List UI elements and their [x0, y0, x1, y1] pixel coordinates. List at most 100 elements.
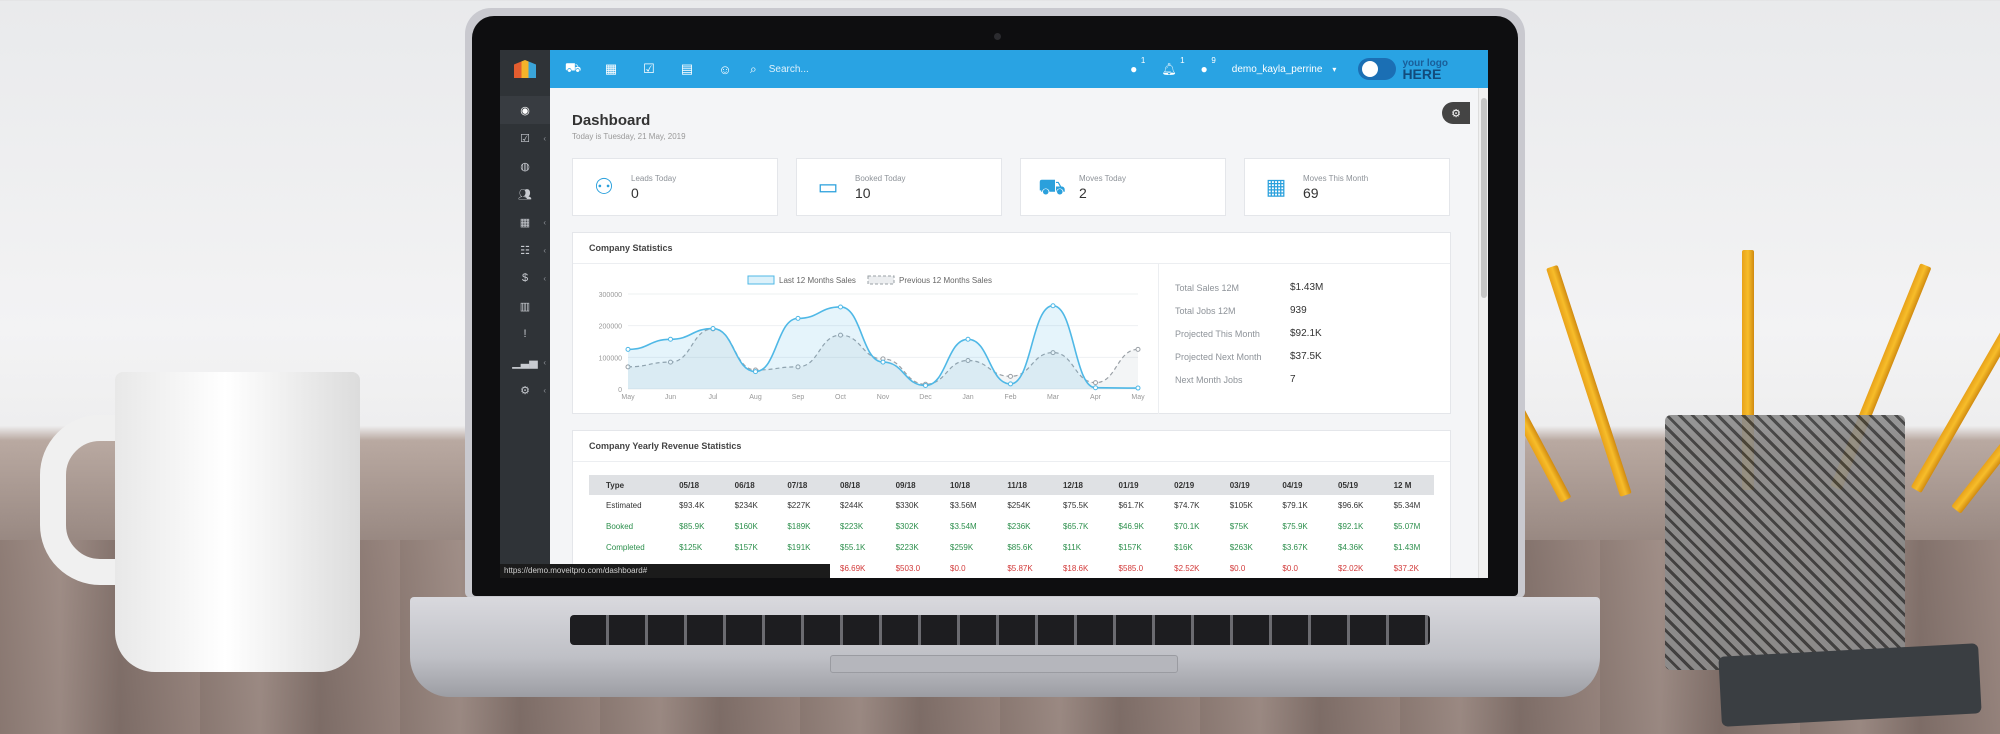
x-tick-label: Jan	[962, 394, 973, 401]
pencil	[1546, 264, 1632, 497]
table-header-cell: 05/18	[662, 475, 718, 495]
x-tick-label: Dec	[919, 394, 932, 401]
camera	[994, 33, 1001, 40]
y-tick-label: 300000	[599, 292, 622, 299]
table-cell: $244K	[840, 501, 864, 510]
table-cell: $254K	[1007, 501, 1031, 510]
sidebar-item-reports[interactable]: ▁▃▅ ‹	[500, 348, 550, 376]
sidebar-item-tasks[interactable]: ☑ ‹	[500, 124, 550, 152]
stat-card-booked[interactable]: ▭ Booked Today 10	[796, 158, 1002, 216]
table-cell: $330K	[895, 501, 919, 510]
report-icon[interactable]: ▤	[680, 61, 694, 76]
data-point	[1135, 346, 1141, 352]
scrollbar[interactable]	[1478, 88, 1488, 578]
table-body: Estimated $93.4K $234K $227K $244K $330K $3.56…	[589, 495, 1434, 578]
user-menu[interactable]: demo_kayla_perrine	[1231, 63, 1323, 75]
table-header-cell: 09/18	[878, 475, 934, 495]
x-tick-label: May	[1131, 394, 1145, 401]
truck-icon[interactable]: ⛟	[564, 60, 582, 75]
table-cell: $61.7K	[1118, 501, 1144, 510]
sidebar-item-alerts[interactable]: !	[500, 320, 550, 348]
table-cell: $2.02K	[1338, 564, 1364, 573]
data-point	[625, 364, 631, 370]
data-point	[880, 359, 886, 365]
stat-card-leads[interactable]: ⚇ Leads Today 0	[572, 158, 778, 216]
page-title: Dashboard	[572, 112, 651, 129]
checklist-icon[interactable]: ☑	[643, 61, 655, 76]
sidebar-item-team[interactable]: ☷ ‹	[500, 236, 550, 264]
divider	[573, 461, 1450, 462]
bar-chart-icon: ▁▃▅	[512, 356, 538, 369]
stat-card-moves-today[interactable]: ⛟ Moves Today 2	[1020, 158, 1226, 216]
table-cell: $6.69K	[840, 564, 866, 573]
sidebar-item-settings[interactable]: ⚙ ‹	[500, 376, 550, 404]
sidebar-item-calendar[interactable]: ▦ ‹	[500, 208, 550, 236]
stat-label: Booked Today	[855, 173, 906, 183]
x-tick-label: Apr	[1090, 394, 1102, 401]
table-cell: $85.6K	[1007, 543, 1033, 552]
data-point	[923, 383, 928, 389]
data-point	[1008, 381, 1013, 387]
gear-icon: ⚙	[1451, 107, 1461, 120]
x-tick-label: Feb	[1004, 394, 1016, 401]
stat-row-value: $37.5K	[1290, 351, 1322, 362]
revenue-panel: Company Yearly Revenue Statistics Type 05…	[572, 430, 1451, 578]
people-network-icon: ⚇	[594, 174, 614, 199]
calendar-icon: ▦	[519, 216, 531, 229]
sales-chart: 300000 200000 100000 0 May Jun Jul Aug Sep Oct Nov…	[573, 264, 1158, 414]
table-cell: $263K	[1229, 543, 1253, 552]
table-cell: $585.0	[1118, 564, 1144, 573]
brand-logo[interactable]	[500, 50, 550, 88]
coffee-mug	[115, 372, 360, 672]
add-user-icon[interactable]: ☺	[718, 61, 732, 77]
accounts-icon[interactable]: ● 1	[1130, 56, 1146, 76]
alerts-badge: 9	[1211, 56, 1216, 65]
table-row: $6.69K $503.0 $0.0 $5.87K $18.6K $585.0 $2.52K…	[589, 558, 1434, 578]
pencil-cup	[1665, 415, 1905, 670]
stat-row-label: Projected This Month	[1175, 328, 1260, 339]
sidebar-item-dashboard[interactable]: ◉	[500, 96, 550, 124]
settings-toggle[interactable]: ⚙	[1442, 102, 1470, 124]
stat-card-moves-month[interactable]: ▦ Moves This Month 69	[1244, 158, 1450, 216]
logo-line1: your logo	[1402, 58, 1448, 69]
search-box[interactable]: ⌕ Search...	[750, 62, 809, 77]
notifications-badge: 1	[1180, 56, 1185, 65]
table-row: Estimated $93.4K $234K $227K $244K $330K $3.56…	[589, 495, 1434, 516]
table-header-cell: 06/18	[717, 475, 771, 495]
stat-label: Leads Today	[631, 173, 677, 183]
table-cell: $0.0	[950, 564, 966, 573]
table-cell: $18.6K	[1062, 564, 1089, 573]
table-header-cell: 11/18	[990, 475, 1046, 495]
x-tick-label: Aug	[749, 394, 762, 401]
table-cell: $157K	[1118, 543, 1142, 552]
sidebar-item-profile[interactable]: ◍	[500, 152, 550, 180]
stat-row: Total Jobs 12M 939	[1175, 299, 1450, 322]
x-tick-label: Nov	[877, 394, 890, 401]
chevron-down-icon[interactable]: ▾	[1332, 64, 1337, 74]
bell-icon[interactable]: 🔔︎ 1	[1161, 56, 1185, 76]
table-cell: $125K	[679, 543, 703, 552]
team-icon: ☷	[520, 244, 530, 257]
calendar-icon[interactable]: ▦	[604, 61, 618, 76]
table-header-cell: 12 M	[1376, 475, 1434, 495]
table-cell: $74.7K	[1174, 501, 1200, 510]
sidebar-item-users[interactable]: 👥︎	[500, 180, 550, 208]
scroll-thumb[interactable]	[1481, 98, 1487, 298]
sidebar-item-finance[interactable]: $ ‹	[500, 264, 550, 292]
stat-row-value: 7	[1290, 374, 1296, 385]
table-header-cell: 01/19	[1101, 475, 1158, 495]
trackpad	[830, 655, 1178, 673]
laptop-base	[410, 597, 1600, 697]
laptop-icon: ▭	[817, 174, 839, 199]
search-input[interactable]: Search...	[768, 63, 809, 75]
table-cell: $236K	[1007, 522, 1031, 531]
table-cell: $234K	[734, 501, 758, 510]
users-icon: 👥︎	[518, 188, 532, 201]
table-cell: $1.43M	[1393, 543, 1421, 552]
main-content: Dashboard Today is Tuesday, 21 May, 2019…	[550, 88, 1488, 578]
stat-row-value: $1.43M	[1290, 282, 1324, 293]
y-tick-label: 200000	[599, 324, 622, 331]
alert-icon[interactable]: ● 9	[1200, 56, 1216, 76]
sidebar-item-buildings[interactable]: ▥	[500, 292, 550, 320]
legend-label: Last 12 Months Sales	[779, 276, 856, 285]
